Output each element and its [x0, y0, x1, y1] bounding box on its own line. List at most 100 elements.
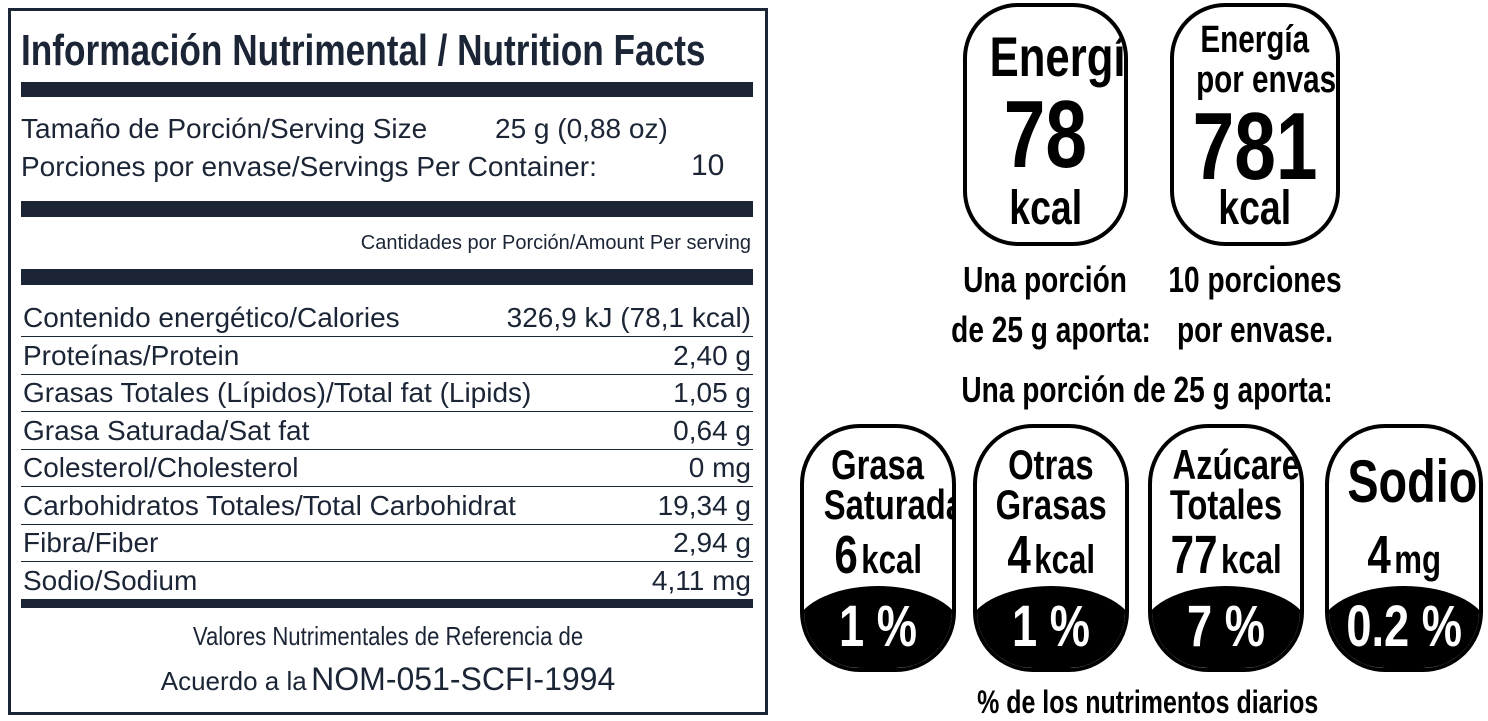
caption-line: de 25 g aporta: — [923, 312, 1168, 348]
footer-line: Acuerdo a la NOM-051-SCFI-1994 — [11, 663, 765, 695]
energy-badge: Energía por envase 781 kcal — [1170, 3, 1340, 246]
caption-line: por envase. — [1130, 312, 1380, 348]
percent-area — [804, 586, 952, 668]
value-group: 4 kcal — [1007, 528, 1095, 582]
rule — [21, 269, 753, 285]
caption-line: Una porción — [923, 262, 1168, 298]
nutrient-value: 4 — [1367, 525, 1391, 585]
nutrient-name: Saturada — [823, 481, 956, 528]
nutrient-footer-box: % de los nutrimentos diarios — [780, 686, 1488, 720]
row-label: Grasa Saturada/Sat fat — [23, 414, 310, 446]
nutrient-footer-line: % de los nutrimentos diarios — [780, 686, 1488, 718]
row-value: 2,94 g — [673, 527, 751, 558]
caption: Una porción — [963, 259, 1128, 300]
caption-line: 10 porciones — [1130, 262, 1380, 298]
badge-value: 78 — [1003, 81, 1088, 188]
value-line: 6 kcal — [804, 528, 952, 582]
nutrient-row: Carbohidratos Totales/Total Carbohidrat 1… — [21, 487, 753, 525]
servings-label: Porciones por envase/Servings Per Contai… — [21, 151, 597, 182]
nutrient-percent: 1 % — [1012, 594, 1090, 659]
nutrient-percent-line: 1 % — [977, 598, 1125, 656]
badge-title-line: Energía — [967, 29, 1124, 85]
energy-caption: Una porción de 25 g aporta: — [923, 262, 1168, 362]
servings: 10 — [691, 149, 725, 182]
nutrient-unit: kcal — [861, 538, 922, 582]
nutrient-unit: mg — [1394, 538, 1441, 582]
nutrient-name: Azúcares — [1172, 441, 1304, 488]
nutrient-badge: Azúcares Totales 77 kcal 7 % — [1148, 424, 1304, 672]
nutrient-name-line: Azúcares — [1152, 444, 1300, 486]
nutrient-row: Grasa Saturada/Sat fat 0,64 g — [21, 412, 753, 450]
nutrient-name: Grasas — [995, 481, 1107, 528]
nutrient-name-line: Otras — [977, 444, 1125, 486]
title: Información Nutrimental / Nutrition Fact… — [21, 26, 706, 75]
row-value: 0 mg — [688, 452, 751, 483]
rule — [21, 600, 753, 608]
row-value: 326,9 kJ (78,1 kcal) — [506, 302, 751, 333]
nutrient-row: Colesterol/Cholesterol 0 mg — [21, 449, 753, 487]
nutrient-percent: 1 % — [839, 594, 917, 659]
nutrient-value: 6 — [834, 525, 858, 585]
nutrient-unit: kcal — [1220, 538, 1282, 582]
nutrient-percent-line: 1 % — [804, 598, 952, 656]
nutrition-panel: Información Nutrimental / Nutrition Fact… — [8, 8, 768, 715]
percent-area — [1152, 586, 1300, 668]
nutrient-value: 4 — [1007, 525, 1031, 585]
serving-size-label: Tamaño de Porción/Serving Size — [21, 113, 428, 144]
rule — [21, 82, 753, 97]
row-value: 1,05 g — [673, 377, 751, 408]
badge-title-line: Energía — [1174, 21, 1336, 59]
nutrient-row: Proteínas/Protein 2,40 g — [21, 337, 753, 375]
amount-header: Cantidades por Porción/Amount Per servin… — [360, 232, 751, 254]
badge-title: Energía — [1200, 19, 1310, 61]
nutrient-row: Contenido energético/Calories 326,9 kJ (7… — [21, 299, 753, 337]
badge-title: por envase — [1196, 59, 1340, 101]
footer-norm: NOM-051-SCFI-1994 — [311, 661, 616, 697]
row-value: 19,34 g — [657, 489, 751, 521]
row-label: Contenido energético/Calories — [23, 302, 400, 333]
nutrient-badge: Sodio 4 mg 0.2 % — [1325, 424, 1483, 672]
energy-caption: 10 porciones por envase. — [1130, 262, 1380, 362]
caption: de 25 g aporta: — [951, 309, 1151, 350]
nutrient-percent-line: 0.2 % — [1329, 598, 1479, 656]
nutrient-name-line: Grasas — [977, 484, 1125, 526]
nutrient-name: Otras — [1008, 441, 1094, 488]
nutrient-badge: Otras Grasas 4 kcal 1 % — [973, 424, 1129, 672]
badge-value: 781 — [1192, 93, 1318, 200]
nutrient-name: Sodio — [1347, 448, 1478, 515]
nutrient-percent-line: 7 % — [1152, 598, 1300, 656]
nutrient-name-line: Totales — [1152, 484, 1300, 526]
percent-area — [1329, 586, 1479, 668]
nutrient-header-box: Una porción de 25 g aporta: — [780, 372, 1488, 412]
value-group: 77 kcal — [1170, 528, 1281, 582]
nutrient-name-line: Saturada — [804, 484, 952, 526]
badge-value-line: 78 — [967, 87, 1124, 183]
nutrient-value: 77 — [1170, 525, 1218, 585]
row-label: Grasas Totales (Lípidos)/Total fat (Lipi… — [23, 377, 532, 408]
nutrient-percent: 7 % — [1187, 594, 1265, 659]
energy-badge: Energía78kcal — [963, 3, 1128, 246]
badge-unit-line: kcal — [967, 185, 1124, 233]
nutrient-name-line: Sodio — [1329, 452, 1479, 512]
row-value: 4,11 mg — [651, 564, 751, 596]
badge-title: Energía — [989, 25, 1126, 88]
nutrient-footer: % de los nutrimentos diarios — [976, 684, 1319, 720]
row-label: Fibra/Fiber — [23, 527, 159, 558]
badge-title-line: por envase — [1174, 61, 1336, 99]
value-line: 4 mg — [1329, 528, 1479, 582]
percent-area — [977, 586, 1125, 668]
footer-line: Valores Nutrimentales de Referencia de — [192, 621, 584, 651]
badge-unit: kcal — [1009, 182, 1082, 235]
nutrient-percent: 0.2 % — [1346, 594, 1462, 659]
row-label: Colesterol/Cholesterol — [23, 452, 299, 483]
nutrient-unit: kcal — [1034, 538, 1095, 582]
nutrient-name: Totales — [1169, 481, 1283, 528]
rule — [21, 201, 753, 217]
nutrient-row: Fibra/Fiber 2,94 g — [21, 524, 753, 562]
value-group: 6 kcal — [834, 528, 922, 582]
footer-prefix: Acuerdo a la — [160, 666, 307, 696]
row-label: Proteínas/Protein — [23, 339, 240, 371]
value-line: 4 kcal — [977, 528, 1125, 582]
badge-unit: kcal — [1218, 182, 1292, 235]
